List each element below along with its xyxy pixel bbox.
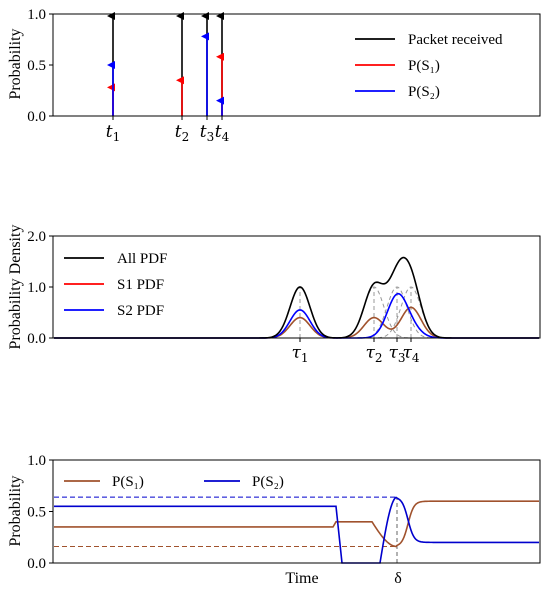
panel3-legend: P(S₁) P(S₂) [64,474,284,490]
panel1-ytick-label: 0.0 [27,109,46,125]
panel1-y-ticks: 0.0 0.5 1.0 [27,7,53,125]
panel2-event-label: τ4 [402,343,419,365]
panel2-event-label: τ2 [365,343,382,365]
panel3-ytick-label: 0.0 [27,556,46,572]
panel3-s1-line [54,500,539,548]
panel3-delta-label: δ [394,570,402,587]
panel3-legend-label: P(S₂) [252,474,284,490]
panel2-y-ticks: 0.0 1.0 2.0 [27,229,53,347]
panel3-y-ticks: 0.0 0.5 1.0 [27,453,53,572]
panel3-ytick-label: 1.0 [27,453,46,469]
panel1-event-label: t3 [200,122,214,144]
panel1-ylabel: Probability [7,28,24,99]
panel1-arrows [107,12,224,116]
panel1-ytick-label: 1.0 [27,7,46,23]
panel2-axes-frame [52,235,541,339]
panel2-legend-label: S2 PDF [117,303,164,319]
panel1-event-label: t4 [215,122,230,144]
panel1-axes-frame [52,13,541,117]
panel2-ylabel: Probability Density [7,225,24,350]
panel1-event-label: t2 [175,122,189,144]
panel1-legend-label: P(S₁) [408,58,440,74]
panel2-ytick-label: 1.0 [27,280,46,296]
panel2-event-label: τ1 [291,343,308,365]
panel2-ytick-label: 0.0 [27,331,46,347]
panel-probability-time: Probability 0.0 0.5 1.0 Time δ P(S₁) P(S₂) [7,453,541,587]
panel2-curves [54,256,539,339]
panel3-xlabel: Time [285,570,318,587]
panel1-legend: Packet received P(S₁) P(S₂) [355,32,503,100]
panel3-ylabel: Probability [7,475,24,546]
panel1-legend-label: P(S₂) [408,84,440,100]
panel2-ytick-label: 2.0 [27,229,46,245]
panel3-curves [54,496,539,564]
panel2-all-pdf-line [54,256,539,339]
panel1-event-label: t1 [106,122,120,144]
panel2-legend-label: S1 PDF [117,277,164,293]
panel3-s2-line [54,496,539,564]
panel-arrivals: Probability 0.0 0.5 1.0 t1 t2 t3 t4 Packet re… [7,7,541,144]
panel3-axes-frame [52,459,541,564]
panel2-legend: All PDF S1 PDF S2 PDF [64,251,167,319]
panel1-ytick-label: 0.5 [27,58,46,74]
panel3-ytick-label: 0.5 [27,505,46,521]
panel1-legend-label: Packet received [408,32,503,48]
panel3-legend-label: P(S₁) [112,474,144,490]
panel2-legend-label: All PDF [117,251,167,267]
panel1-event-labels: t1 t2 t3 t4 [106,116,230,144]
